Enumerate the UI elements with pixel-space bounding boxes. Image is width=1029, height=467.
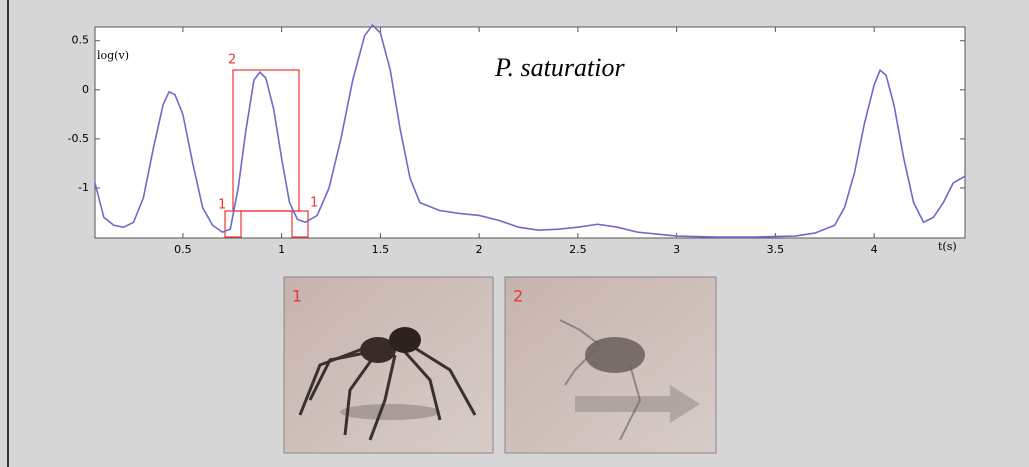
x-tick-label: 3 (673, 243, 680, 256)
box-label: 1 (310, 196, 318, 211)
x-tick-label: 0.5 (174, 243, 192, 256)
box-label: 1 (218, 198, 226, 213)
photo-label: 1 (292, 287, 302, 306)
annotation: P. saturatior (494, 53, 625, 82)
photo (505, 277, 716, 453)
y-label: log(v) (97, 49, 129, 62)
y-tick-label: 0 (82, 83, 89, 96)
photo-label: 2 (513, 287, 523, 306)
box-label: 2 (228, 53, 236, 68)
spider-body (389, 327, 421, 353)
y-tick-label: -1 (78, 181, 89, 194)
x-tick-label: 4 (871, 243, 878, 256)
x-tick-label: 2.5 (569, 243, 587, 256)
spider-blur (585, 337, 645, 373)
x-tick-label: 2 (476, 243, 483, 256)
x-tick-label: 3.5 (767, 243, 785, 256)
shadow (340, 404, 440, 420)
x-tick-label: 1 (278, 243, 285, 256)
x-tick-label: 1.5 (372, 243, 390, 256)
photo-frame (284, 277, 493, 453)
photo (284, 277, 493, 453)
y-tick-label: 0.5 (72, 34, 90, 47)
y-tick-label: -0.5 (68, 132, 89, 145)
x-label: t(s) (938, 240, 957, 253)
page: log(v) t(s) P. saturatior 1 2 1 1 2 0.5 1… (0, 0, 1029, 467)
figure: log(v) t(s) P. saturatior 1 2 1 1 2 0.5 1… (0, 0, 1029, 467)
